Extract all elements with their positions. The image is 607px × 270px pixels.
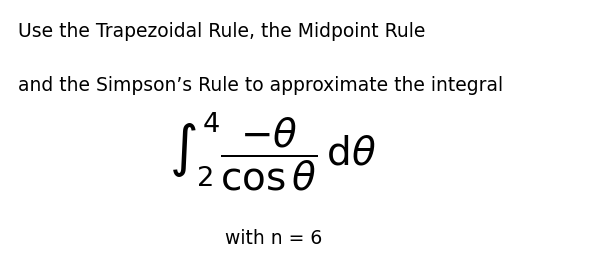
Text: with n = 6: with n = 6	[225, 230, 322, 248]
Text: $\int_{2}^{4} \dfrac{-\theta}{\cos\theta} \, \mathrm{d}\theta$: $\int_{2}^{4} \dfrac{-\theta}{\cos\theta…	[169, 110, 377, 193]
Text: Use the Trapezoidal Rule, the Midpoint Rule: Use the Trapezoidal Rule, the Midpoint R…	[18, 22, 426, 40]
Text: and the Simpson’s Rule to approximate the integral: and the Simpson’s Rule to approximate th…	[18, 76, 503, 94]
